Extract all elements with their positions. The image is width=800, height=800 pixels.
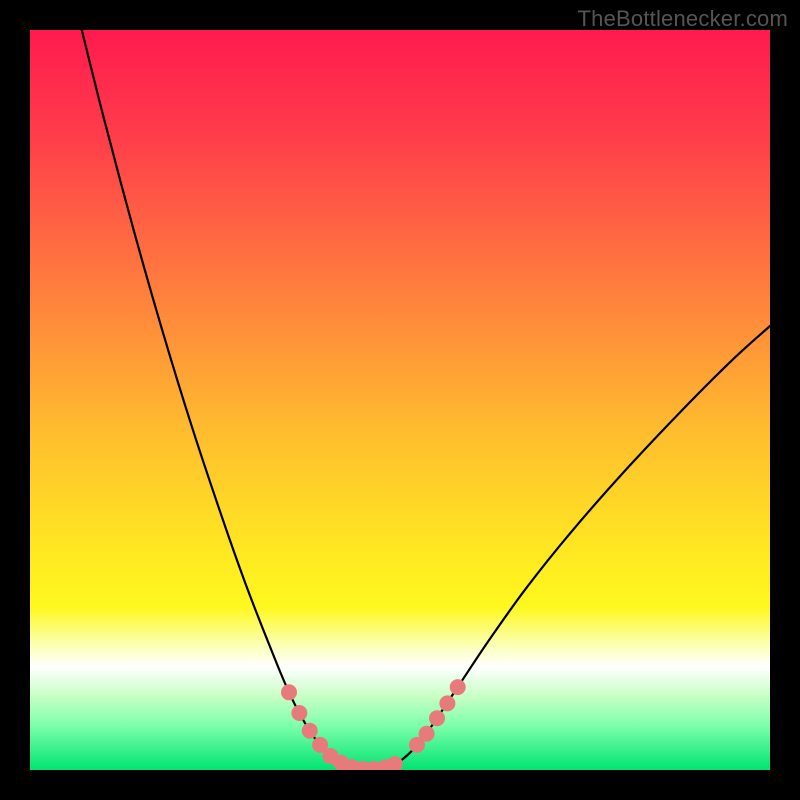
marker-dot bbox=[302, 723, 318, 739]
plot-area bbox=[30, 30, 770, 770]
marker-dot bbox=[429, 710, 445, 726]
gradient-background bbox=[30, 30, 770, 770]
marker-dot bbox=[419, 726, 435, 742]
marker-dot bbox=[291, 705, 307, 721]
watermark-text: TheBottlenecker.com bbox=[578, 6, 788, 32]
marker-dot bbox=[450, 679, 466, 695]
chart-container: TheBottlenecker.com bbox=[0, 0, 800, 800]
marker-dot bbox=[439, 695, 455, 711]
marker-dot bbox=[281, 684, 297, 700]
chart-svg bbox=[30, 30, 770, 770]
